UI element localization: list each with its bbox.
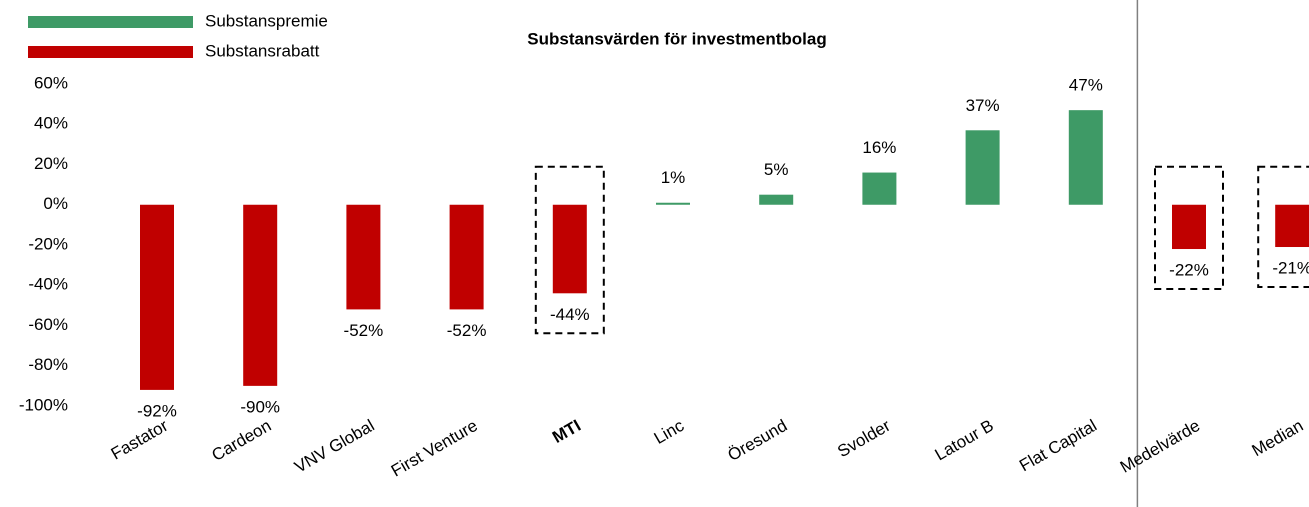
data-label: 1% [661,168,686,187]
data-label: 47% [1069,76,1103,95]
x-tick-label: Linc [651,416,688,448]
y-tick-label: -20% [28,234,68,253]
data-label: -44% [550,305,590,324]
highlight-box [534,165,605,335]
legend-label: Substanspremie [205,11,328,30]
x-tick-label: Medelvärde [1117,416,1203,477]
y-tick-label: 40% [34,114,68,133]
chart-title: Substansvärden för investmentbolag [527,29,826,48]
bar [1172,204,1206,250]
legend-swatch [28,46,193,58]
bar [656,202,690,205]
bar [1068,110,1103,205]
y-tick-label: 20% [34,154,68,173]
data-label: -52% [344,321,384,340]
x-tick-label: Flat Capital [1016,416,1100,475]
bar [1275,204,1309,248]
data-label: 37% [966,96,1000,115]
bar [965,130,1000,205]
y-tick-label: -60% [28,315,68,334]
bar [449,204,484,310]
bar [140,204,174,390]
x-tick-label: Svolder [834,416,894,461]
x-tick-label: VNV Global [291,416,377,477]
data-label: 16% [862,138,896,157]
legend-label: Substansrabatt [205,41,320,60]
data-label: -92% [137,401,177,420]
x-tick-label: Latour B [932,416,997,465]
x-tick-label: MTI [549,416,584,447]
bar [552,204,587,294]
y-tick-label: -100% [19,395,68,414]
x-tick-label: Öresund [724,416,790,465]
data-label: 5% [764,160,789,179]
legend-swatch [28,16,193,28]
x-tick-label: Fastator [108,416,172,464]
y-tick-label: -80% [28,355,68,374]
y-tick-label: 0% [43,194,68,213]
x-tick-label: Cardeon [208,416,274,465]
data-label: -90% [240,397,280,416]
x-tick-label: First Venture [388,416,481,481]
highlight-box [1257,165,1309,289]
y-tick-label: -40% [28,275,68,294]
x-tick-label: Median [1249,416,1307,460]
bar [862,172,897,205]
data-label: -22% [1169,261,1209,280]
y-tick-label: 60% [34,73,68,92]
bar [346,204,381,310]
bar [759,194,794,205]
data-label: -52% [447,321,487,340]
data-label: -21% [1272,258,1309,277]
bar [243,204,278,386]
